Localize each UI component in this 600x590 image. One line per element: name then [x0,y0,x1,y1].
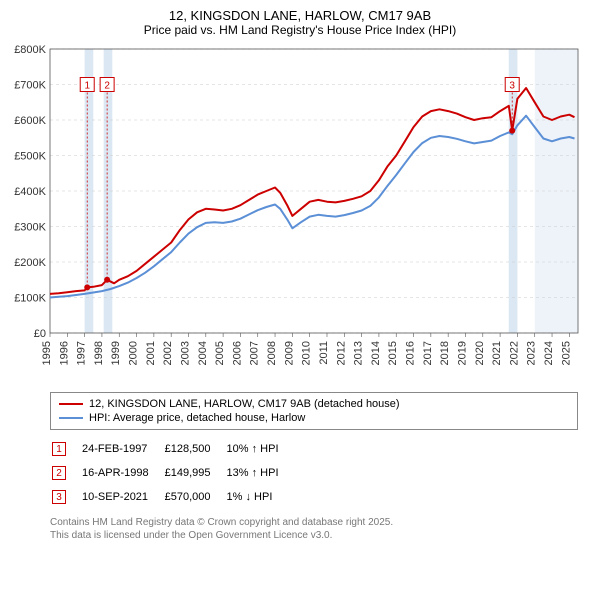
svg-text:£700K: £700K [14,80,46,92]
svg-text:2019: 2019 [456,341,468,365]
svg-text:£800K: £800K [14,44,46,56]
svg-text:2021: 2021 [491,341,503,365]
svg-text:2013: 2013 [353,341,365,365]
legend-label-1: 12, KINGSDON LANE, HARLOW, CM17 9AB (det… [89,398,400,410]
figure-container: 12, KINGSDON LANE, HARLOW, CM17 9AB Pric… [0,0,600,550]
svg-text:2008: 2008 [266,341,278,365]
svg-text:2009: 2009 [283,341,295,365]
svg-text:1995: 1995 [41,341,53,365]
marker-date: 16-APR-1998 [82,462,163,484]
svg-text:£200K: £200K [14,257,46,269]
marker-price: £149,995 [165,462,225,484]
legend-swatch-1 [59,403,83,405]
svg-text:£100K: £100K [14,293,46,305]
svg-text:2014: 2014 [370,341,382,365]
svg-text:2002: 2002 [162,341,174,365]
svg-text:2025: 2025 [560,341,572,365]
svg-text:1: 1 [84,81,90,92]
title-line1: 12, KINGSDON LANE, HARLOW, CM17 9AB [8,8,592,23]
marker-row: 3 10-SEP-2021£570,0001% ↓ HPI [52,486,293,508]
title-line2: Price paid vs. HM Land Registry's House … [8,23,592,37]
marker-delta: 1% ↓ HPI [227,486,293,508]
legend-swatch-2 [59,417,83,419]
svg-text:£300K: £300K [14,222,46,234]
marker-date: 10-SEP-2021 [82,486,163,508]
marker-delta: 13% ↑ HPI [227,462,293,484]
marker-row: 2 16-APR-1998£149,99513% ↑ HPI [52,462,293,484]
svg-text:2004: 2004 [197,341,209,365]
svg-text:2003: 2003 [179,341,191,365]
license-line1: Contains HM Land Registry data © Crown c… [50,516,578,529]
marker-date: 24-FEB-1997 [82,438,163,460]
license-note: Contains HM Land Registry data © Crown c… [50,516,578,542]
svg-text:2020: 2020 [474,341,486,365]
marker-price: £570,000 [165,486,225,508]
legend-label-2: HPI: Average price, detached house, Harl… [89,412,305,424]
svg-text:2016: 2016 [405,341,417,365]
svg-text:2022: 2022 [508,341,520,365]
svg-text:2015: 2015 [387,341,399,365]
legend: 12, KINGSDON LANE, HARLOW, CM17 9AB (det… [50,392,578,430]
svg-text:£600K: £600K [14,115,46,127]
svg-text:2001: 2001 [145,341,157,365]
svg-text:2005: 2005 [214,341,226,365]
marker-table: 1 24-FEB-1997£128,50010% ↑ HPI 2 16-APR-199… [50,436,295,510]
svg-text:2012: 2012 [335,341,347,365]
svg-text:2010: 2010 [301,341,313,365]
svg-text:2011: 2011 [318,341,330,365]
marker-delta: 10% ↑ HPI [227,438,293,460]
svg-text:2000: 2000 [128,341,140,365]
svg-text:3: 3 [509,81,515,92]
chart-area: £0 £100K £200K £300K £400K £500K £600K £700K £80… [8,43,592,388]
svg-text:2018: 2018 [439,341,451,365]
legend-item-1: 12, KINGSDON LANE, HARLOW, CM17 9AB (det… [59,397,569,411]
svg-text:2023: 2023 [526,341,538,365]
marker-price: £128,500 [165,438,225,460]
svg-text:2017: 2017 [422,341,434,365]
line-chart: £0 £100K £200K £300K £400K £500K £600K £700K £80… [8,43,588,383]
marker-badge: 3 [52,490,66,504]
svg-text:£500K: £500K [14,151,46,163]
svg-text:2024: 2024 [543,341,555,365]
svg-text:£400K: £400K [14,186,46,198]
marker-badge: 2 [52,466,66,480]
svg-text:2006: 2006 [231,341,243,365]
svg-text:2: 2 [104,81,110,92]
svg-text:2007: 2007 [249,341,261,365]
svg-text:£0: £0 [34,328,46,340]
marker-row: 1 24-FEB-1997£128,50010% ↑ HPI [52,438,293,460]
svg-text:1996: 1996 [58,341,70,365]
marker-badge: 1 [52,442,66,456]
svg-text:1998: 1998 [93,341,105,365]
svg-text:1997: 1997 [76,341,88,365]
legend-item-2: HPI: Average price, detached house, Harl… [59,411,569,425]
license-line2: This data is licensed under the Open Gov… [50,529,578,542]
svg-text:1999: 1999 [110,341,122,365]
